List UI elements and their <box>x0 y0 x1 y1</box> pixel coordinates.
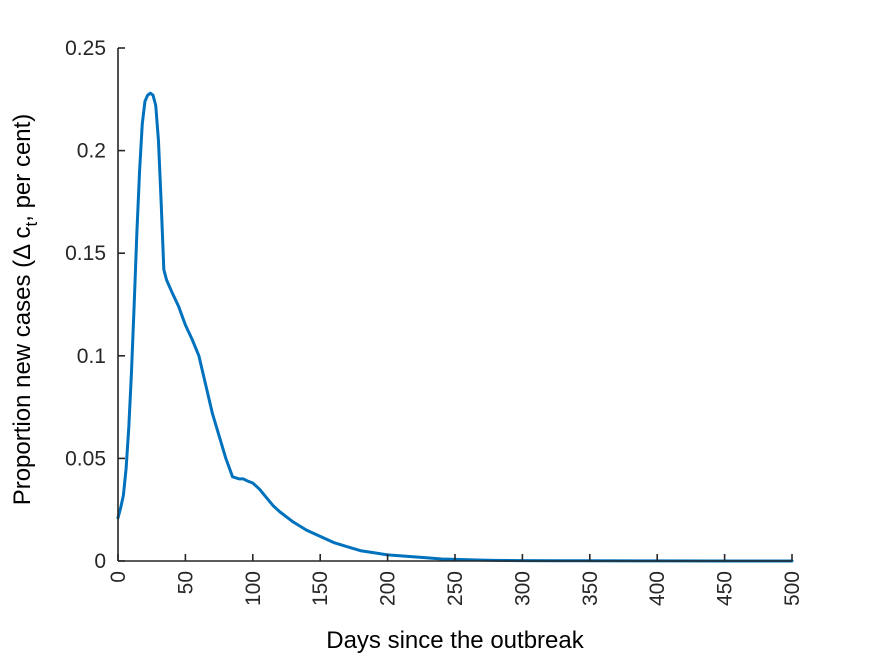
x-tick-label: 200 <box>377 571 400 606</box>
series-layer <box>116 91 794 563</box>
x-tick-label: 300 <box>511 571 534 606</box>
y-tick-label: 0.25 <box>65 37 106 60</box>
x-tick-label: 400 <box>646 571 669 606</box>
y-axis-title-subscript: t <box>22 221 41 226</box>
x-tick-label: 50 <box>174 571 197 594</box>
y-axis-title-end: , per cent) <box>9 114 36 222</box>
y-axis-title-main: Proportion new cases (Δ c <box>9 226 36 505</box>
x-axis-title: Days since the outbreak <box>326 627 584 654</box>
x-tick-label: 450 <box>714 571 737 606</box>
x-tick-label: 500 <box>781 571 804 606</box>
y-tick-label: 0.05 <box>65 447 106 470</box>
x-tick-label: 350 <box>579 571 602 606</box>
x-tick-label: 100 <box>242 571 265 606</box>
x-tick-label: 150 <box>309 571 332 606</box>
x-axis-ticks: 0 50 100 150 200 250 300 350 400 450 500 <box>107 554 804 606</box>
x-tick-label: 0 <box>107 571 130 583</box>
y-axis-ticks: 0 0.05 0.1 0.15 0.2 0.25 <box>65 37 125 573</box>
y-axis-title: Proportion new cases (Δ ct, per cent) <box>9 114 41 506</box>
series-line <box>116 91 794 563</box>
y-tick-label: 0 <box>94 550 106 573</box>
y-tick-label: 0.1 <box>77 345 106 368</box>
y-tick-label: 0.2 <box>77 140 106 163</box>
y-tick-label: 0.15 <box>65 242 106 265</box>
x-tick-label: 250 <box>444 571 467 606</box>
